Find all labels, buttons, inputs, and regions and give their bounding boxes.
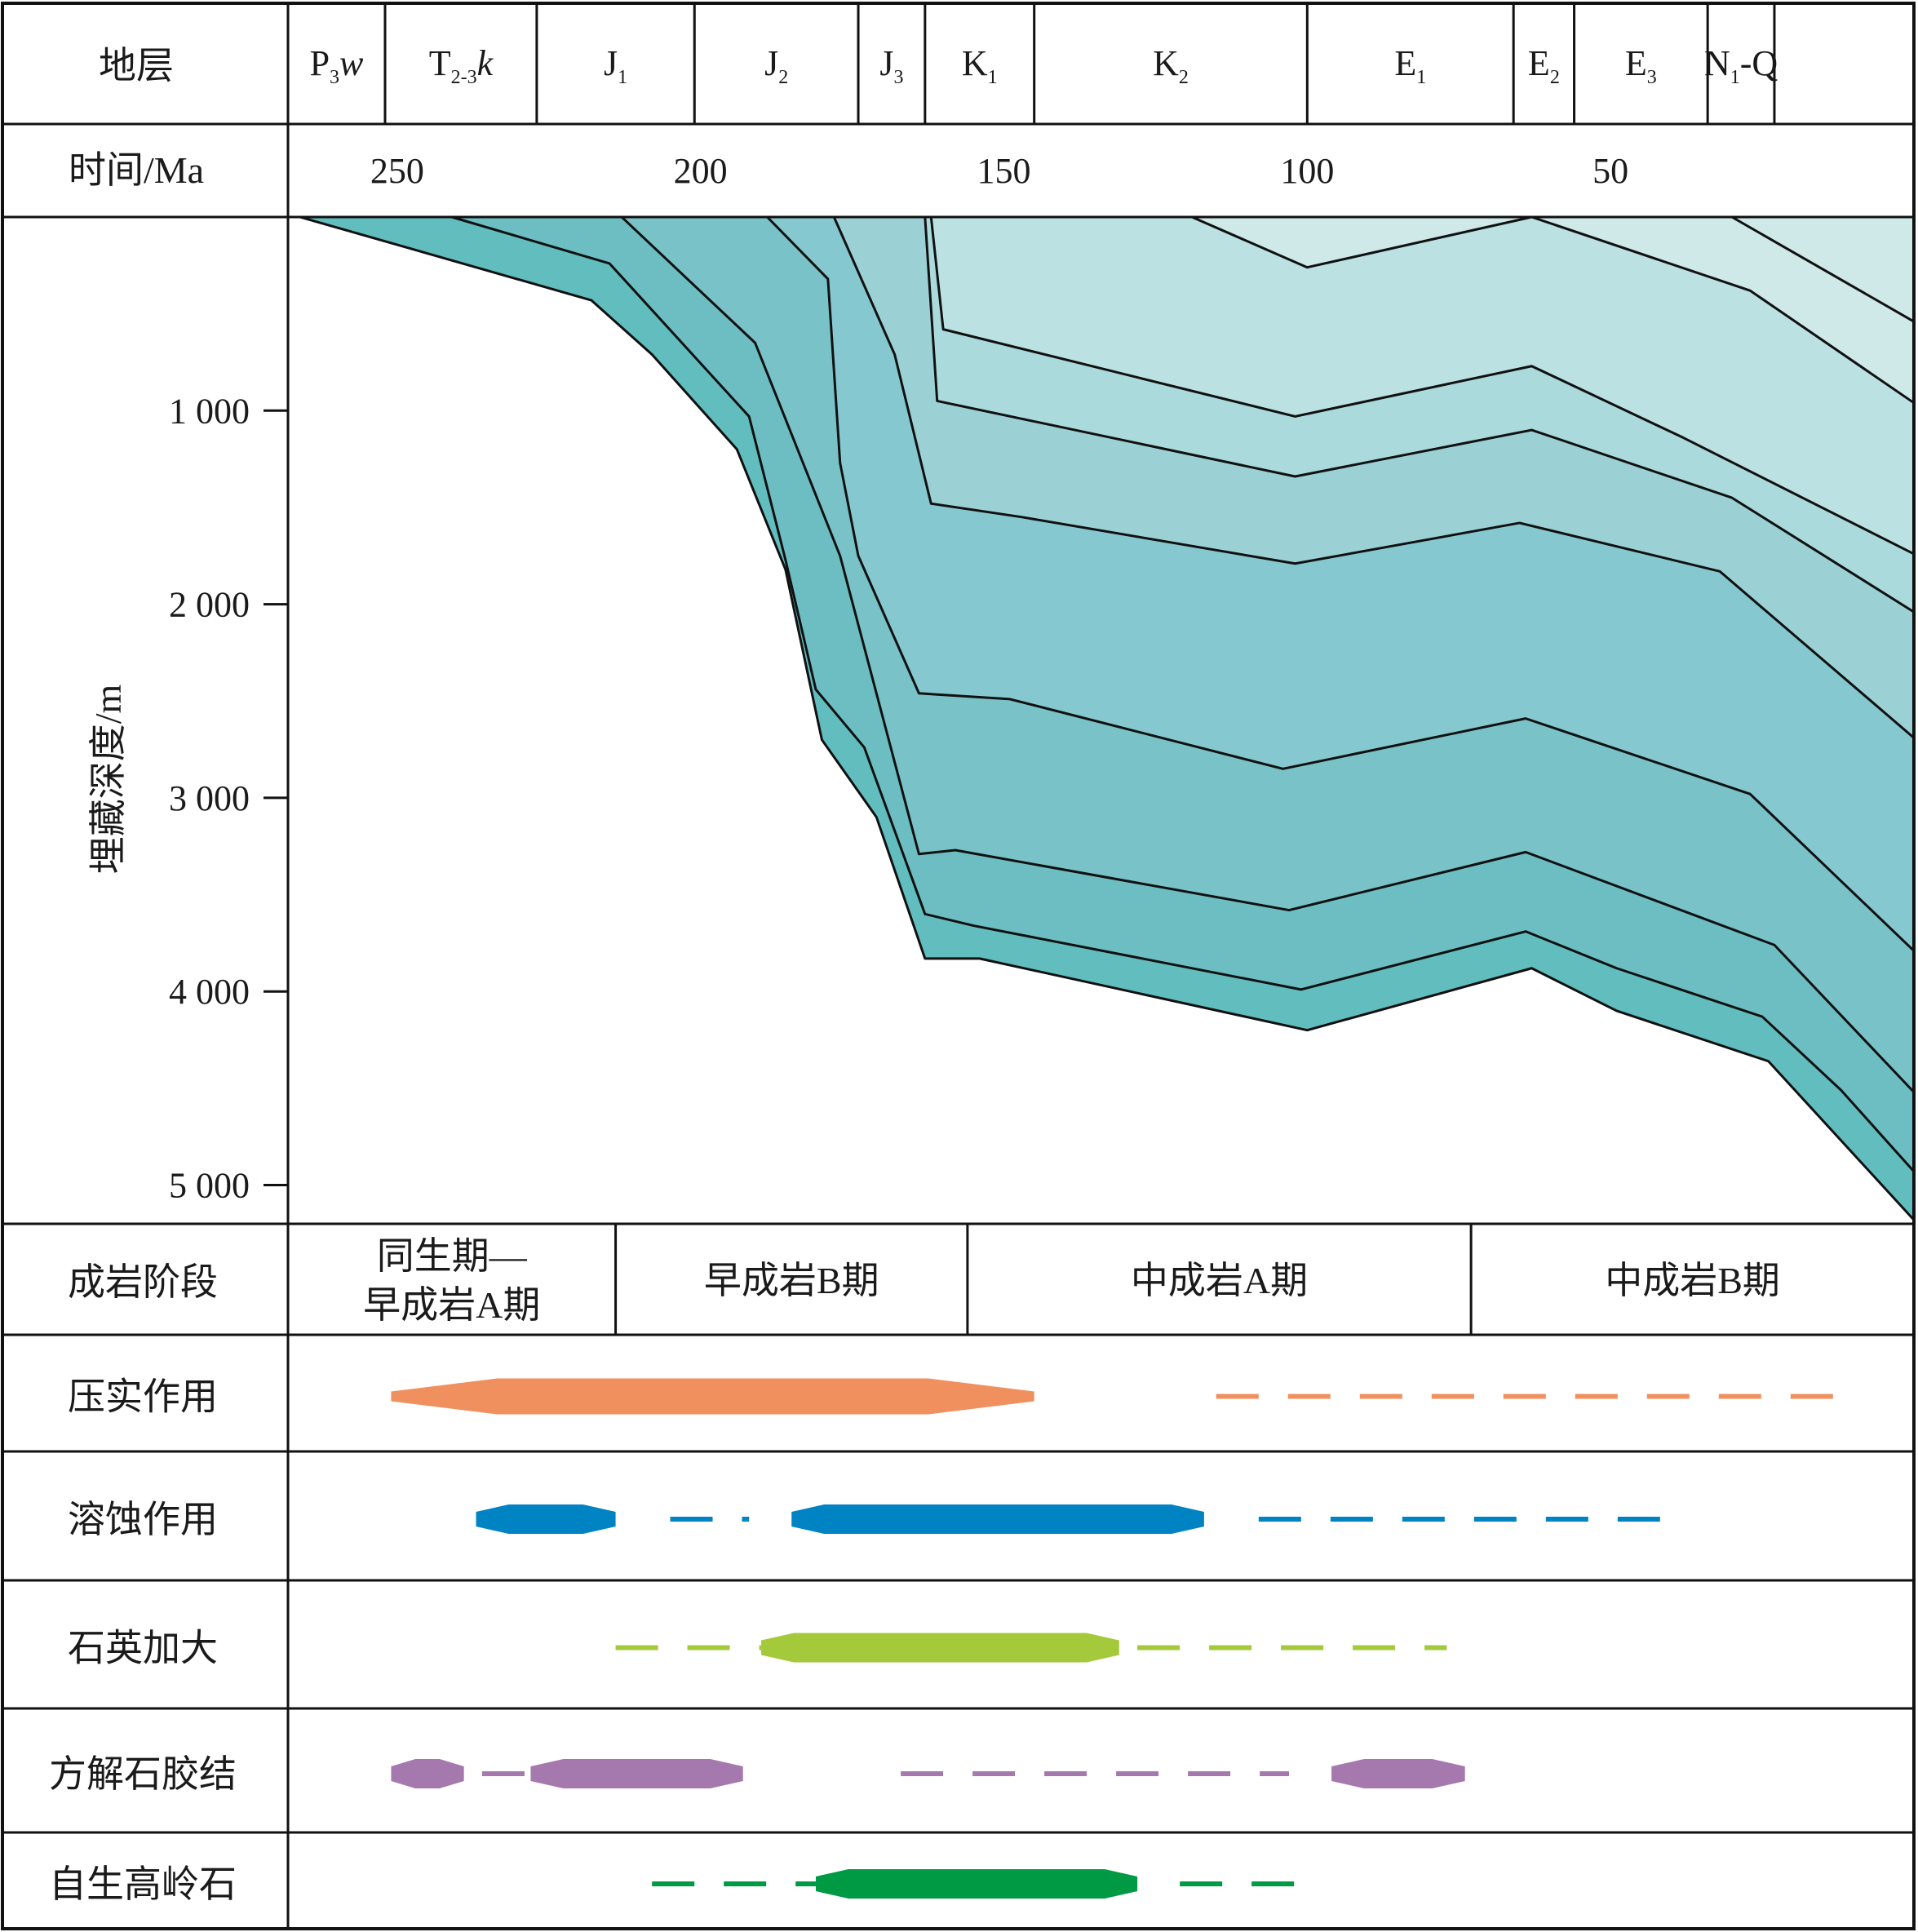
strata-label-8: E1 bbox=[1394, 43, 1426, 88]
stage-label-2-line-1: 早成岩B期 bbox=[704, 1260, 879, 1301]
stage-label-1-line-2: 早成岩A期 bbox=[363, 1284, 540, 1326]
process-label-1: 压实作用 bbox=[68, 1376, 218, 1418]
time-header: 时间/Ma bbox=[69, 149, 204, 191]
strata-label-6: K1 bbox=[962, 43, 998, 88]
burial-layer-fill-8 bbox=[1192, 217, 1914, 403]
burial-layer-fill-7 bbox=[931, 217, 1914, 554]
depth-tick-label-4000: 4 000 bbox=[169, 972, 250, 1012]
process-label-2: 溶蚀作用 bbox=[68, 1499, 218, 1540]
depth-tick-label-3000: 3 000 bbox=[169, 778, 250, 818]
process-5-strong-1 bbox=[815, 1869, 1138, 1899]
strata-label-10: E3 bbox=[1625, 43, 1657, 88]
burial-area-fills bbox=[299, 217, 1915, 1221]
stage-label-3-line-1: 中成岩A期 bbox=[1131, 1260, 1308, 1301]
burial-layer-fill-4 bbox=[767, 217, 1915, 951]
diagenesis-process-bars bbox=[391, 1378, 1848, 1899]
burial-layer-fill-2 bbox=[451, 217, 1914, 1172]
time-tick-label-200: 200 bbox=[674, 151, 728, 191]
burial-line-9 bbox=[1731, 215, 1915, 323]
strata-label-4: J2 bbox=[764, 43, 788, 88]
burial-layer-fill-1 bbox=[299, 217, 1914, 1221]
process-3-strong-1 bbox=[761, 1633, 1119, 1663]
burial-layer-fill-3 bbox=[622, 217, 1914, 1092]
time-tick-label-250: 250 bbox=[370, 151, 424, 191]
strata-label-2: T2-3k bbox=[429, 43, 494, 88]
process-2-strong-2 bbox=[791, 1504, 1204, 1534]
burial-line-2 bbox=[451, 215, 1916, 1172]
strata-label-7: K2 bbox=[1153, 43, 1189, 88]
burial-line-4 bbox=[766, 215, 1916, 952]
process-2-strong-1 bbox=[476, 1504, 616, 1534]
strata-label-5: J3 bbox=[879, 43, 903, 88]
strata-label-9: E2 bbox=[1528, 43, 1560, 88]
strata-label-1: P3w bbox=[310, 43, 364, 88]
process-label-3: 石英加大 bbox=[68, 1628, 218, 1669]
time-tick-label-150: 150 bbox=[977, 151, 1031, 191]
burial-line-6 bbox=[924, 216, 1915, 614]
burial-line-1 bbox=[299, 215, 1916, 1221]
chart-labels: 地层 时间/Ma 埋藏深度/m 成岩阶段 P3w T2-3k J1 J2 J3 K1 K2 E… bbox=[49, 43, 1780, 1905]
process-4-strong-1 bbox=[391, 1759, 464, 1788]
process-4-strong-3 bbox=[1331, 1759, 1465, 1788]
burial-line-3 bbox=[620, 215, 1916, 1093]
stage-label-4-line-1: 中成岩B期 bbox=[1605, 1260, 1780, 1301]
time-tick-label-50: 50 bbox=[1592, 151, 1628, 191]
time-tick-label-100: 100 bbox=[1280, 151, 1334, 191]
burial-line-7 bbox=[929, 216, 1915, 556]
burial-layer-fill-6 bbox=[924, 217, 1914, 613]
burial-line-5 bbox=[832, 216, 1915, 739]
strata-label-3: J1 bbox=[604, 43, 627, 88]
depth-tick-label-1000: 1 000 bbox=[169, 391, 250, 431]
process-label-4: 方解石胶结 bbox=[49, 1753, 237, 1795]
process-label-5: 自生高岭石 bbox=[49, 1863, 237, 1905]
burial-layer-fill-5 bbox=[834, 217, 1914, 738]
strata-header: 地层 bbox=[99, 45, 174, 86]
stage-label-1-line-1: 同生期— bbox=[377, 1235, 528, 1277]
depth-tick-label-2000: 2 000 bbox=[169, 585, 250, 625]
depth-axis-title: 埋藏深度/m bbox=[87, 685, 129, 875]
process-1-strong-1 bbox=[391, 1378, 1034, 1415]
depth-tick-label-5000: 5 000 bbox=[169, 1166, 250, 1206]
burial-lines bbox=[299, 215, 1916, 1221]
stage-header: 成岩阶段 bbox=[68, 1261, 218, 1303]
process-4-strong-2 bbox=[530, 1759, 743, 1788]
strata-label-11: N1-Q bbox=[1704, 43, 1778, 88]
